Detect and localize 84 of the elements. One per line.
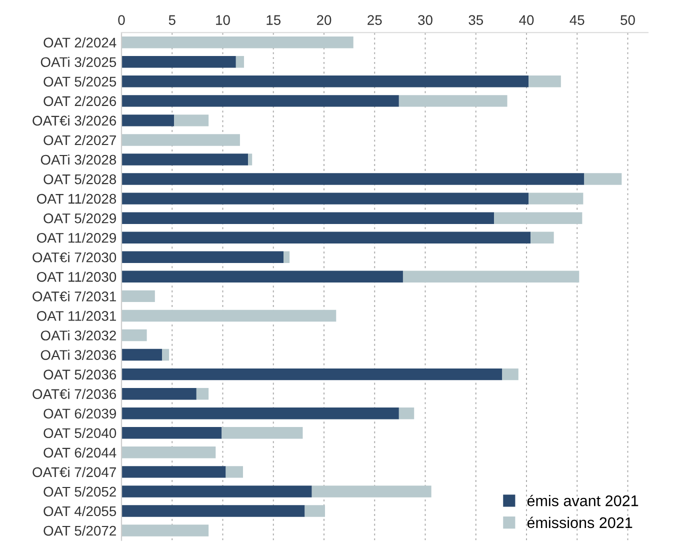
- y-tick-label: OAT 11/2029: [36, 232, 116, 243]
- y-tick-label: OATi 3/2036: [40, 350, 116, 360]
- bar: [122, 192, 529, 204]
- x-tick-label: 45: [570, 15, 584, 25]
- bar: [402, 270, 580, 283]
- y-tick-label: OAT 5/2025: [44, 76, 116, 87]
- y-tick-label: OAT 6/2039: [44, 408, 116, 419]
- bar: [162, 348, 170, 361]
- bar: [584, 173, 622, 185]
- y-tick-label: OAT€i 3/2026: [32, 115, 116, 126]
- x-tick-label: 5: [168, 15, 176, 25]
- bar: [122, 368, 502, 380]
- y-tick-label: OATi 3/2025: [40, 56, 116, 68]
- bar: [122, 134, 240, 146]
- y-tick-label: OAT 5/2029: [44, 213, 116, 224]
- bar: [122, 310, 336, 322]
- y-tick-label: OAT 11/2030: [36, 272, 116, 282]
- y-tick-label: OAT 6/2044: [44, 447, 116, 458]
- bar: [174, 114, 209, 126]
- x-tick-label: 50: [620, 15, 635, 25]
- bar: [494, 212, 582, 224]
- bar: [398, 95, 508, 107]
- bar: [304, 505, 326, 517]
- bar: [122, 95, 399, 107]
- x-tick-label: 40: [519, 15, 534, 25]
- y-tick-label: OAT 5/2072: [44, 525, 116, 536]
- bar: [122, 36, 354, 48]
- x-tick-label: 30: [418, 15, 432, 25]
- bar: [122, 290, 155, 302]
- bar: [122, 446, 216, 458]
- bar: [122, 114, 174, 126]
- bar: [528, 76, 561, 88]
- bar: [122, 486, 312, 498]
- bar: [284, 251, 290, 263]
- y-tick-label: OAT 5/2028: [44, 174, 116, 184]
- bar: [530, 232, 554, 244]
- y-tick-label: OAT 2/2024: [44, 37, 116, 48]
- y-tick-label: OAT 5/2040: [44, 428, 116, 438]
- bar: [502, 368, 518, 380]
- x-tick-label: 0: [118, 15, 125, 25]
- y-tick-label: OATi 3/2032: [40, 330, 116, 340]
- x-tick-label: 20: [316, 15, 332, 25]
- bar: [398, 408, 414, 420]
- x-tick-label: 15: [266, 15, 281, 25]
- y-tick-label: OAT 2/2026: [44, 96, 116, 106]
- bar: [226, 466, 243, 478]
- bar: [196, 388, 209, 400]
- y-tick-label: OAT€i 7/2030: [32, 252, 116, 262]
- bar: [122, 524, 209, 536]
- bar: [122, 505, 305, 517]
- bar: [122, 466, 226, 478]
- y-tick-label: OAT 11/2028: [36, 194, 116, 204]
- bar: [122, 154, 248, 166]
- bar: [528, 192, 584, 204]
- y-tick-label: OAT 4/2055: [44, 506, 116, 516]
- y-tick-label: OAT€i 7/2036: [32, 388, 116, 399]
- bar: [122, 270, 403, 283]
- legend-label: émis avant 2021: [527, 494, 638, 506]
- bar: [122, 56, 236, 68]
- y-tick-label: OAT 2/2027: [44, 134, 116, 146]
- bar: [122, 173, 584, 185]
- bar: [122, 388, 196, 400]
- bar: [122, 408, 399, 420]
- y-tick-label: OAT€i 7/2031: [32, 291, 116, 302]
- bar: [122, 251, 284, 263]
- bar: [122, 232, 531, 244]
- bar: [236, 56, 244, 68]
- legend-label: émissions 2021: [527, 516, 632, 528]
- y-tick-label: OAT€i 7/2047: [32, 466, 116, 478]
- y-tick-label: OAT 5/2036: [44, 369, 116, 380]
- x-tick-label: 25: [368, 15, 382, 25]
- x-tick-label: 10: [216, 15, 230, 25]
- bar: [248, 154, 252, 166]
- y-tick-label: OATi 3/2028: [40, 154, 116, 165]
- bar: [222, 427, 303, 439]
- y-tick-label: OAT 5/2052: [44, 486, 116, 497]
- bar: [312, 486, 432, 498]
- x-tick-label: 35: [468, 15, 484, 25]
- y-tick-label: OAT 11/2031: [36, 310, 116, 321]
- bar: [122, 329, 147, 342]
- bar: [122, 427, 222, 439]
- bar: [122, 76, 529, 88]
- bar: [122, 348, 162, 361]
- bar: [122, 212, 494, 224]
